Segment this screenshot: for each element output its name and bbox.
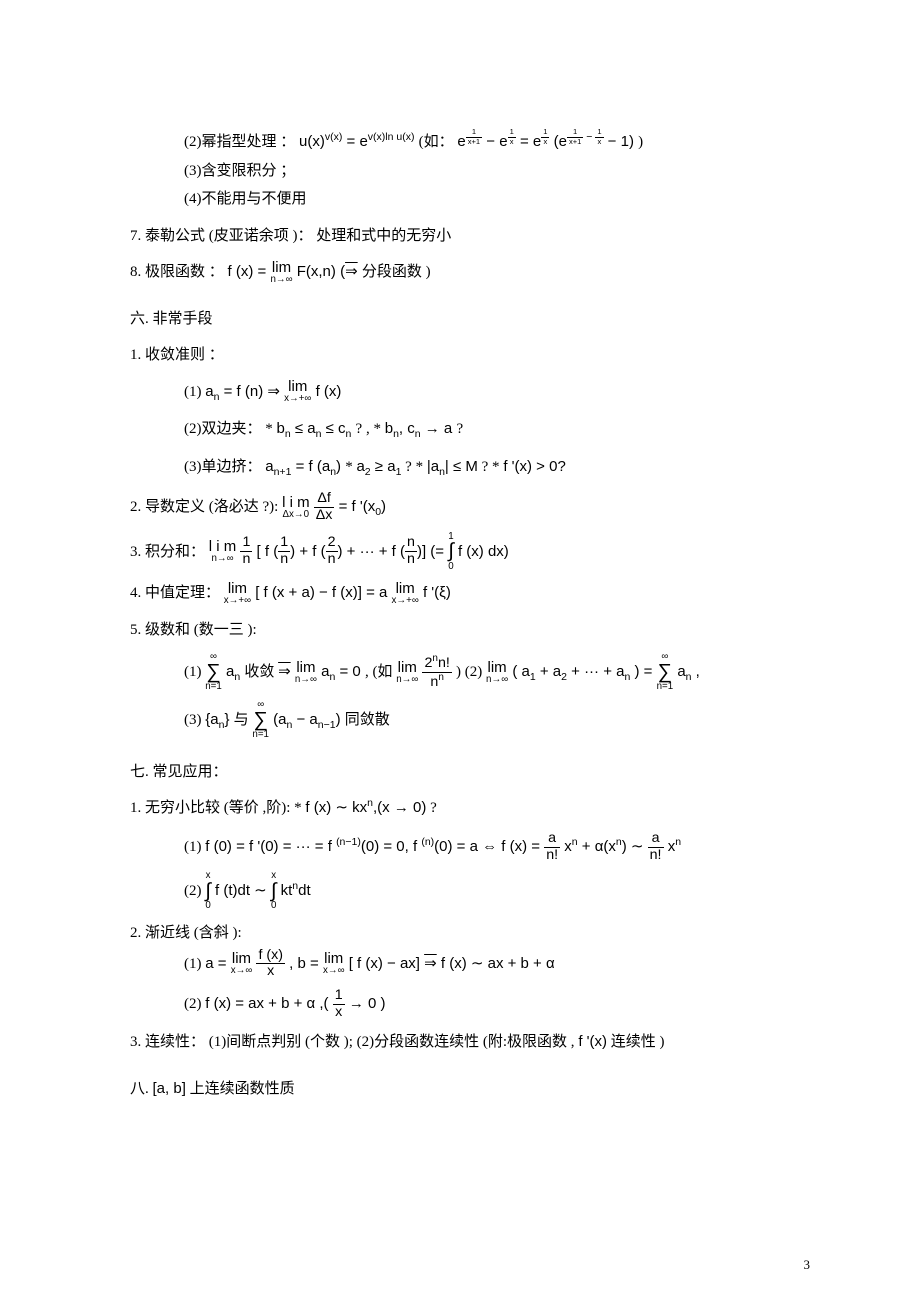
- s6-5c: (3) {an} 与 ∞∑n=1 (an − an−1) 同敛散: [130, 700, 820, 740]
- text: (2)幂指型处理 ：: [184, 134, 299, 150]
- s6-1b: (2)双边夹： * bn ≤ an ≤ cn ? , * bn, cn → a …: [130, 415, 820, 445]
- s7-2a: (1) a = limx→∞ f (x)x , b = limx→∞ [ f (…: [130, 948, 820, 980]
- item-7: 7. 泰勒公式 (皮亚诺余项 )： 处理和式中的无穷小: [130, 222, 820, 251]
- page: (2)幂指型处理 ： u(x)v(x) = ev(x)ln u(x) (如： e…: [0, 0, 920, 1303]
- s6-4: 4. 中值定理： limx→+∞ [ f (x + a) − f (x)] = …: [130, 579, 820, 608]
- s6-1: 1. 收敛准则 ：: [130, 341, 820, 370]
- math: e1x+1 − e1x = e1x (e1x+1 − 1x − 1): [457, 133, 638, 150]
- s6-5a: (1) ∞∑n=1 an 收敛 ⇒ limn→∞ an = 0 , (如 lim…: [130, 652, 820, 692]
- section-6: 六. 非常手段: [130, 305, 820, 334]
- s6-3: 3. 积分和： l i mn→∞ 1n [ f (1n) + f (2n) + …: [130, 532, 820, 572]
- math: u(x)v(x) = ev(x)ln u(x): [299, 133, 419, 150]
- line-4: (4)不能用与不便用: [130, 185, 820, 214]
- s7-2: 2. 渐近线 (含斜 ):: [130, 919, 820, 948]
- item-8: 8. 极限函数 ： f (x) = limn→∞ F(x,n) (⇒ 分段函数 …: [130, 258, 820, 287]
- s7-3: 3. 连续性： (1)间断点判别 (个数 ); (2)分段函数连续性 (附:极限…: [130, 1028, 820, 1057]
- section-8: 八. [a, b] 上连续函数性质: [130, 1075, 820, 1104]
- s7-1: 1. 无穷小比较 (等价 ,阶): * f (x) ∼ kxn,(x → 0) …: [130, 794, 820, 823]
- s7-1b: (2) x∫0 f (t)dt ∼ x∫0 ktndt: [130, 871, 820, 911]
- text: ): [638, 134, 643, 150]
- s7-1a: (1) f (0) = f '(0) = ··· = f (n−1)(0) = …: [130, 831, 820, 863]
- s6-1c: (3)单边挤： an+1 = f (an) * a2 ≥ a1 ? * |an|…: [130, 453, 820, 483]
- s6-1a: (1) an = f (n) ⇒ limx→+∞ f (x): [130, 378, 820, 408]
- page-number: 3: [804, 1253, 811, 1278]
- s6-2: 2. 导数定义 (洛必达 ?): l i mΔx→0 ΔfΔx = f '(x0…: [130, 491, 820, 523]
- line-3: (3)含变限积分 ；: [130, 157, 820, 186]
- section-7: 七. 常见应用：: [130, 758, 820, 787]
- s7-2b: (2) f (x) = ax + b + α ,( 1x → 0 ): [130, 988, 820, 1020]
- s6-5: 5. 级数和 (数一三 ):: [130, 616, 820, 645]
- line-2-power: (2)幂指型处理 ： u(x)v(x) = ev(x)ln u(x) (如： e…: [130, 128, 820, 157]
- text: (如：: [419, 134, 458, 150]
